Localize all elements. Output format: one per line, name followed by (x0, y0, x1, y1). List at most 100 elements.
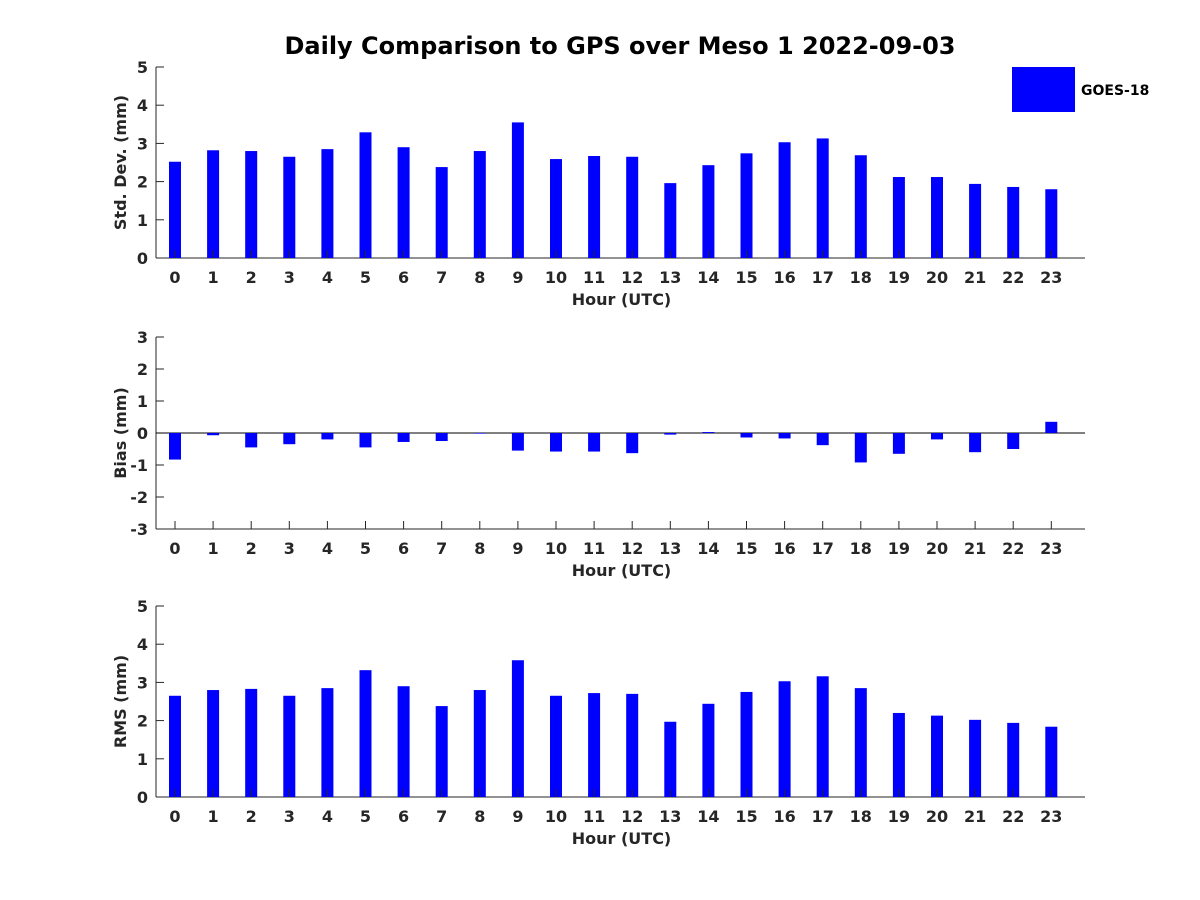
bar-rms-1 (207, 690, 220, 797)
x-tick-label: 12 (621, 539, 643, 558)
x-tick-label: 9 (512, 268, 523, 287)
x-tick-label: 0 (169, 807, 180, 826)
bar-stddev-2 (245, 151, 258, 258)
x-tick-label: 18 (850, 268, 872, 287)
x-tick-label: 7 (436, 807, 447, 826)
bar-rms-10 (550, 695, 562, 797)
x-tick-label: 5 (360, 539, 371, 558)
bar-bias-20 (931, 433, 943, 440)
bar-stddev-23 (1045, 189, 1058, 258)
bar-rms-7 (435, 706, 448, 797)
x-tick-label: 15 (735, 268, 757, 287)
bar-rms-4 (321, 688, 334, 797)
legend-label: GOES-18 (1081, 83, 1149, 99)
x-tick-label: 4 (322, 268, 333, 287)
bar-rms-8 (473, 690, 486, 797)
y-tick-label: 3 (137, 328, 148, 347)
bar-stddev-15 (740, 153, 753, 258)
bar-bias-9 (511, 433, 524, 451)
y-axis-label: RMS (mm) (111, 655, 130, 748)
x-tick-label: 19 (888, 539, 910, 558)
y-tick-label: 5 (137, 597, 148, 616)
bar-stddev-6 (397, 147, 410, 258)
bar-rms-20 (931, 715, 943, 797)
x-axis-label: Hour (UTC) (572, 290, 672, 309)
x-tick-label: 14 (697, 807, 719, 826)
x-tick-label: 16 (773, 539, 795, 558)
x-tick-label: 21 (964, 268, 986, 287)
x-tick-label: 3 (284, 807, 295, 826)
bar-rms-11 (588, 693, 601, 797)
x-tick-label: 6 (398, 268, 409, 287)
bar-rms-2 (245, 688, 258, 797)
x-tick-label: 1 (208, 268, 219, 287)
bar-rms-0 (169, 695, 181, 797)
x-tick-label: 2 (246, 268, 257, 287)
x-tick-label: 9 (512, 807, 523, 826)
legend: GOES-18 (1012, 67, 1149, 112)
y-tick-label: 3 (137, 134, 148, 153)
bar-bias-17 (816, 433, 829, 446)
y-tick-label: 2 (137, 360, 148, 379)
bar-rms-23 (1045, 726, 1058, 797)
bar-rms-16 (778, 681, 791, 797)
x-tick-label: 7 (436, 539, 447, 558)
bar-rms-18 (854, 688, 867, 797)
y-axis-label: Bias (mm) (111, 387, 130, 479)
x-tick-label: 15 (735, 807, 757, 826)
bar-rms-5 (359, 670, 372, 797)
bar-bias-13 (664, 433, 677, 435)
x-tick-label: 5 (360, 268, 371, 287)
bar-stddev-22 (1007, 186, 1020, 258)
x-tick-label: 21 (964, 807, 986, 826)
bar-stddev-20 (931, 177, 943, 258)
x-tick-label: 23 (1040, 807, 1062, 826)
y-tick-label: 0 (137, 424, 148, 443)
x-tick-label: 23 (1040, 268, 1062, 287)
bar-rms-6 (397, 686, 410, 797)
x-tick-label: 3 (284, 539, 295, 558)
x-tick-label: 0 (169, 539, 180, 558)
bar-rms-12 (626, 693, 639, 797)
bar-bias-2 (245, 433, 258, 448)
x-tick-label: 8 (474, 539, 485, 558)
bar-bias-16 (778, 433, 791, 439)
x-tick-label: 11 (583, 807, 605, 826)
bar-stddev-19 (892, 177, 905, 258)
bar-rms-17 (816, 676, 829, 797)
bar-stddev-12 (626, 156, 639, 258)
bar-stddev-14 (702, 165, 715, 258)
x-tick-label: 5 (360, 807, 371, 826)
y-tick-label: 1 (137, 211, 148, 230)
bar-rms-9 (511, 660, 524, 797)
x-tick-label: 19 (888, 807, 910, 826)
bar-bias-0 (169, 433, 181, 460)
x-tick-label: 13 (659, 807, 681, 826)
y-tick-label: 4 (137, 96, 148, 115)
bar-rms-14 (702, 703, 715, 797)
x-tick-label: 17 (812, 268, 834, 287)
bar-stddev-4 (321, 149, 334, 258)
x-tick-label: 10 (545, 539, 567, 558)
y-tick-label: -2 (130, 488, 148, 507)
x-tick-label: 10 (545, 268, 567, 287)
bar-stddev-8 (473, 151, 486, 258)
bar-stddev-0 (169, 161, 181, 258)
x-tick-label: 22 (1002, 807, 1024, 826)
y-tick-label: 4 (137, 635, 148, 654)
x-tick-label: 1 (208, 807, 219, 826)
bar-bias-19 (892, 433, 905, 454)
x-tick-label: 20 (926, 539, 948, 558)
x-tick-label: 18 (850, 539, 872, 558)
bar-stddev-1 (207, 150, 220, 258)
x-tick-label: 4 (322, 807, 333, 826)
x-tick-label: 1 (208, 539, 219, 558)
bar-stddev-13 (664, 183, 677, 258)
y-tick-label: 2 (137, 173, 148, 192)
bar-stddev-9 (511, 122, 524, 258)
x-tick-label: 20 (926, 807, 948, 826)
x-tick-label: 6 (398, 539, 409, 558)
